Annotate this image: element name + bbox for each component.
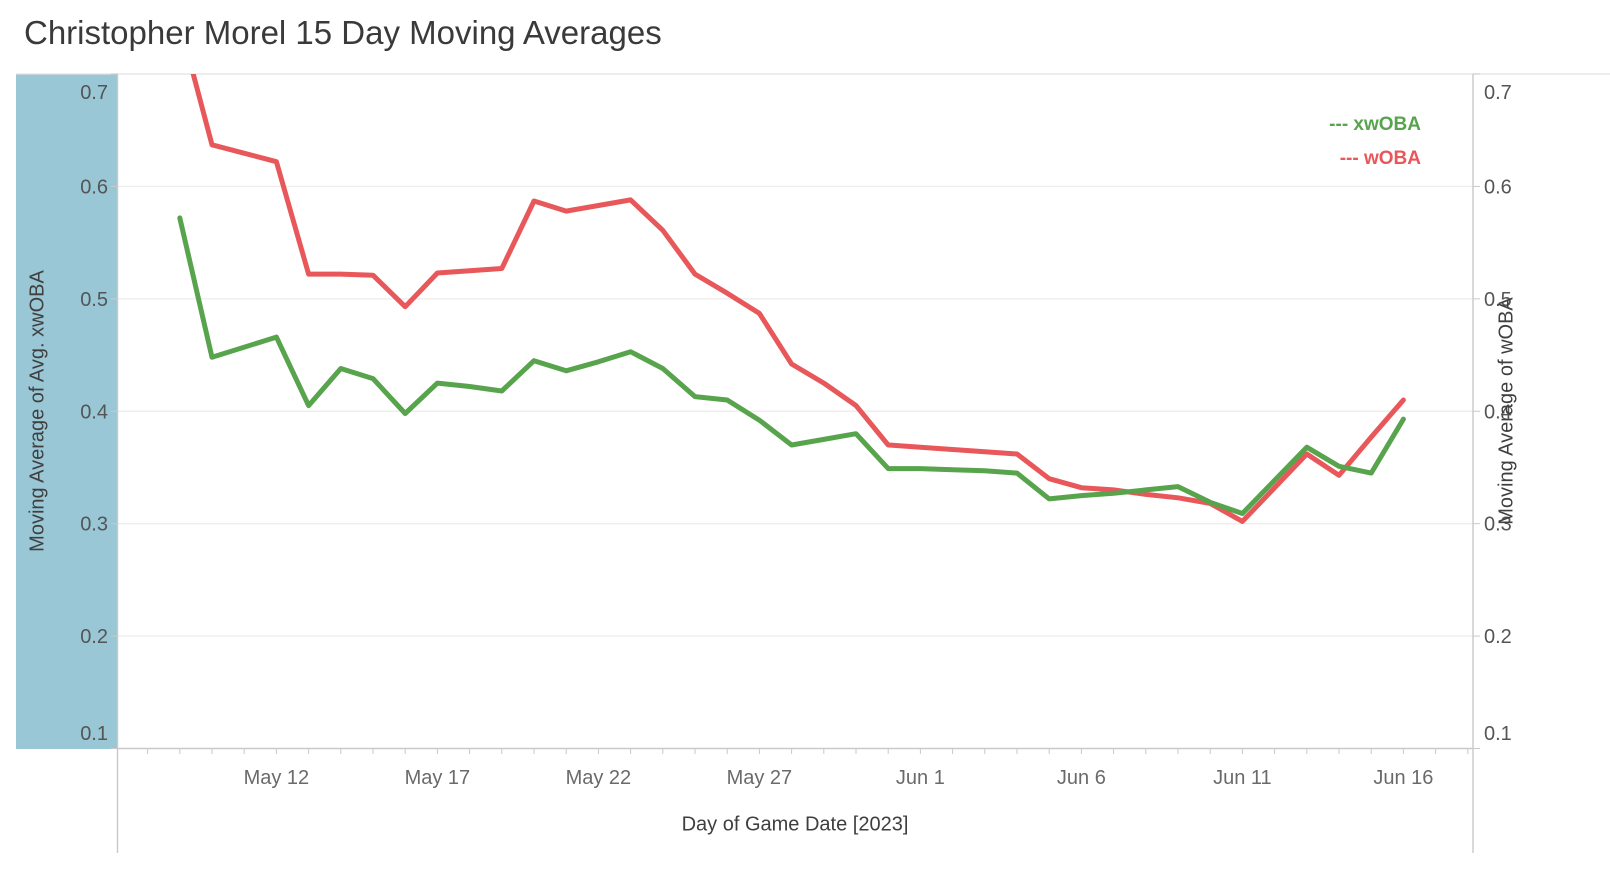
- y-tick-label-right: 0.2: [1484, 626, 1512, 648]
- y-tick-label-right: 0.6: [1484, 176, 1512, 198]
- y-tick-label-right: 0.7: [1484, 82, 1512, 104]
- x-tick-label: May 27: [727, 767, 793, 789]
- y-tick-label-left: 0.6: [80, 176, 108, 198]
- y-tick-label-right: 0.5: [1484, 289, 1512, 311]
- x-tick-label: May 17: [405, 767, 471, 789]
- series-line-xwoba[interactable]: [177, 215, 1406, 516]
- x-tick-label: May 12: [244, 767, 310, 789]
- y-tick-label-left: 0.5: [80, 289, 108, 311]
- legend-item-xwoba[interactable]: --- xwOBA: [1329, 114, 1421, 135]
- x-tick-label: Jun 1: [896, 767, 945, 789]
- y-tick-label-right: 0.1: [1484, 723, 1512, 745]
- x-tick-label: Jun 16: [1373, 767, 1433, 789]
- x-axis-title: Day of Game Date [2023]: [681, 813, 909, 836]
- legend-item-woba[interactable]: --- wOBA: [1340, 148, 1422, 169]
- y-tick-label-left: 0.3: [80, 514, 108, 536]
- x-tick-label: Jun 6: [1057, 767, 1106, 789]
- series-line-woba[interactable]: [180, 23, 1406, 524]
- left-axis-title: Moving Average of Avg. xwOBA: [26, 270, 49, 552]
- left-axis-highlight-band[interactable]: [16, 74, 117, 749]
- y-tick-label-left: 0.4: [80, 401, 108, 423]
- y-tick-label-left: 0.2: [80, 626, 108, 648]
- x-tick-label: May 22: [566, 767, 632, 789]
- y-tick-label-right: 0.4: [1484, 401, 1512, 423]
- y-tick-label-right: 0.3: [1484, 514, 1512, 536]
- x-tick-label: Jun 11: [1213, 767, 1272, 789]
- right-axis-title: Moving Average of wOBA: [1495, 297, 1518, 525]
- y-tick-label-left: 0.7: [80, 82, 108, 104]
- chart-title: Christopher Morel 15 Day Moving Averages: [24, 14, 662, 51]
- y-tick-label-left: 0.1: [80, 723, 108, 745]
